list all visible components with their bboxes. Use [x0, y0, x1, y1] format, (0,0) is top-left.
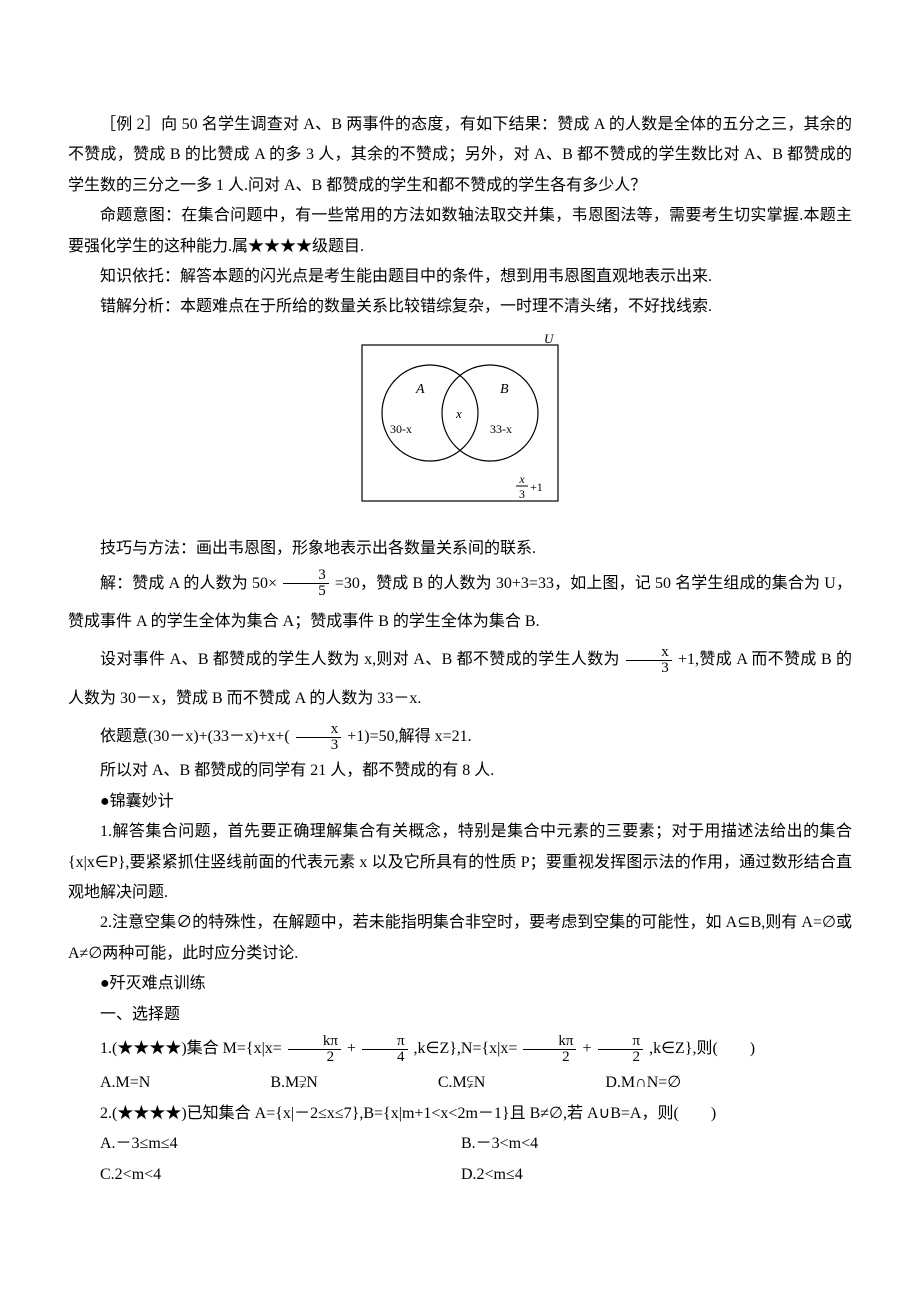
tip-1: 1.解答集合问题，首先要正确理解集合有关概念，特别是集合中元素的三要素；对于用描… [68, 817, 852, 908]
q2-opt-c: C.2<m<4 [100, 1160, 461, 1190]
q1-opt-d: D.M∩N=∅ [605, 1068, 681, 1098]
solution-4: 所以对 A、B 都赞成的同学有 21 人，都不赞成的有 8 人. [68, 756, 852, 786]
technique: 技巧与方法：画出韦恩图，形象地表示出各数量关系间的联系. [68, 534, 852, 564]
sol2a: 设对事件 A、B 都赞成的学生人数为 x,则对 A、B 都不赞成的学生人数为 [100, 651, 620, 668]
q1-opt-c: C.M⫋N [438, 1068, 486, 1098]
question-2: 2.(★★★★)已知集合 A={x|－2≤x≤7},B={x|m+1<x<2m－… [68, 1099, 852, 1129]
section-choice: 一、选择题 [68, 1000, 852, 1030]
q1-opt-b: B.M⫌N [270, 1068, 318, 1098]
frac-pi4: π 4 [360, 1034, 410, 1065]
solution-1: 解：赞成 A 的人数为 50× 3 5 =30，赞成 B 的人数为 30+3=3… [68, 565, 852, 642]
venn-a-label: A [415, 382, 425, 397]
q1-b: ,k∈Z},N={x|x= [414, 1040, 518, 1057]
frac-pi2: π 2 [596, 1034, 646, 1065]
sol1a: 解：赞成 A 的人数为 50× [100, 575, 277, 592]
venn-b-label: B [500, 382, 509, 397]
q2-options-row2: C.2<m<4 D.2<m≤4 [100, 1160, 852, 1190]
q1-opt-a: A.M=N [100, 1068, 150, 1098]
venn-diagram: U A B x 30-x 33-x x 3 +1 [68, 333, 852, 524]
venn-out-den: 3 [519, 487, 525, 501]
knowledge: 知识依托：解答本题的闪光点是考生能由题目中的条件，想到用韦恩图直观地表示出来. [68, 262, 852, 292]
solution-2: 设对事件 A、B 都赞成的学生人数为 x,则对 A、B 都不赞成的学生人数为 x… [68, 641, 852, 718]
q1-options: A.M=N B.M⫌N C.M⫋N D.M∩N=∅ [100, 1068, 852, 1098]
q1-c: ,k∈Z},则( ) [649, 1040, 755, 1057]
sol3a: 依题意(30－x)+(33－x)+x+( [100, 728, 290, 745]
drill-header: ●歼灭难点训练 [68, 969, 852, 999]
frac-3-5: 3 5 [281, 568, 331, 599]
tips-header: ●锦囊妙计 [68, 787, 852, 817]
q1-a: 1.(★★★★)集合 M={x|x= [100, 1040, 282, 1057]
sol3b: +1)=50,解得 x=21. [347, 728, 471, 745]
q2-options-row1: A.－3≤m≤4 B.－3<m<4 [100, 1129, 852, 1159]
example-intro: ［例 2］向 50 名学生调查对 A、B 两事件的态度，有如下结果：赞成 A 的… [68, 110, 852, 201]
q2-opt-a: A.－3≤m≤4 [100, 1129, 461, 1159]
frac-kpi2-b: kπ 2 [521, 1034, 578, 1065]
venn-out-num: x [518, 472, 525, 486]
venn-left-label: 30-x [390, 422, 412, 436]
q2-opt-d: D.2<m≤4 [461, 1160, 822, 1190]
frac-x-3-b: x 3 [294, 722, 344, 753]
venn-u-label: U [544, 333, 555, 346]
question-1: 1.(★★★★)集合 M={x|x= kπ 2 + π 4 ,k∈Z},N={x… [68, 1030, 852, 1068]
solution-3: 依题意(30－x)+(33－x)+x+( x 3 +1)=50,解得 x=21. [68, 718, 852, 756]
frac-kpi2-a: kπ 2 [286, 1034, 343, 1065]
venn-center-label: x [455, 406, 462, 421]
venn-right-label: 33-x [490, 422, 512, 436]
frac-x-3-a: x 3 [624, 645, 674, 676]
q2-opt-b: B.－3<m<4 [461, 1129, 822, 1159]
error-analysis: 错解分析：本题难点在于所给的数量关系比较错综复杂，一时理不清头绪，不好找线索. [68, 292, 852, 322]
intent: 命题意图：在集合问题中，有一些常用的方法如数轴法取交并集，韦恩图法等，需要考生切… [68, 201, 852, 262]
tip-2: 2.注意空集∅的特殊性，在解题中，若未能指明集合非空时，要考虑到空集的可能性，如… [68, 908, 852, 969]
venn-out-suffix: +1 [530, 480, 543, 494]
